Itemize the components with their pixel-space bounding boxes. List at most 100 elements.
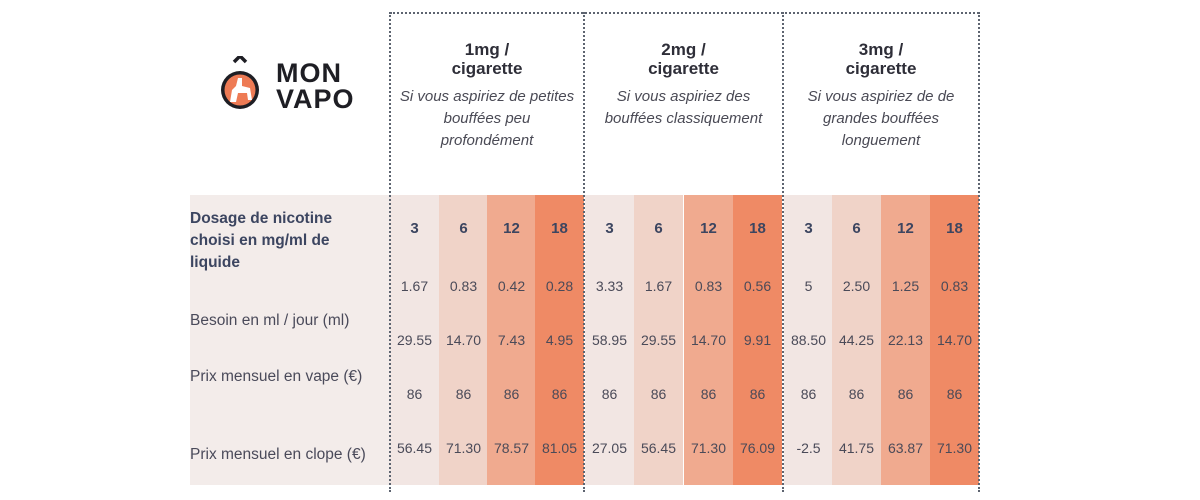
cell-clope-price: 56.45 bbox=[640, 440, 677, 456]
value-column bbox=[832, 195, 881, 485]
cell-dosage: 18 bbox=[551, 220, 568, 237]
cell-dosage: 6 bbox=[654, 220, 663, 237]
cell-besoin-value: 14.70 bbox=[936, 332, 973, 348]
cell-dosage: 6 bbox=[852, 220, 861, 237]
cell-dosage: 6 bbox=[459, 220, 468, 237]
cell-vape-price: 86 bbox=[749, 386, 766, 402]
cell-vape-price: 86 bbox=[455, 386, 472, 402]
cell-clope-price: 81.05 bbox=[541, 440, 578, 456]
cell-vape-price: 86 bbox=[503, 386, 520, 402]
cell-nicotine-value: 3.33 bbox=[595, 278, 624, 294]
group-divider bbox=[389, 12, 391, 492]
cell-clope-price: 71.30 bbox=[445, 440, 482, 456]
cell-besoin-value: 14.70 bbox=[445, 332, 482, 348]
cell-vape-price: 86 bbox=[848, 386, 865, 402]
cell-vape-price: 86 bbox=[700, 386, 717, 402]
row-label-vape: Prix mensuel en vape (€) bbox=[190, 368, 363, 385]
cell-vape-price: 86 bbox=[406, 386, 423, 402]
group-header-1mg: 1mg / cigarette Si vous aspiriez de peti… bbox=[390, 12, 584, 195]
group-header-3mg: 3mg / cigarette Si vous aspiriez de de g… bbox=[783, 12, 979, 195]
cell-dosage: 18 bbox=[749, 220, 766, 237]
cell-vape-price: 86 bbox=[650, 386, 667, 402]
cell-nicotine-value: 1.67 bbox=[400, 278, 429, 294]
group-header-2mg: 2mg / cigarette Si vous aspiriez des bou… bbox=[584, 12, 783, 195]
cell-clope-price: 71.30 bbox=[690, 440, 727, 456]
group-divider bbox=[782, 12, 784, 492]
cell-dosage: 12 bbox=[897, 220, 914, 237]
cell-nicotine-value: 1.67 bbox=[644, 278, 673, 294]
value-column bbox=[585, 195, 634, 485]
cell-besoin-value: 58.95 bbox=[591, 332, 628, 348]
group-title: 3mg / cigarette bbox=[783, 40, 979, 78]
value-column bbox=[684, 195, 733, 485]
cell-besoin-value: 29.55 bbox=[640, 332, 677, 348]
group-top-border bbox=[390, 12, 979, 14]
cell-nicotine-value: 1.25 bbox=[891, 278, 920, 294]
cell-clope-price: -2.5 bbox=[796, 440, 821, 456]
logo-text-line1: MON bbox=[276, 58, 342, 88]
cell-clope-price: 76.09 bbox=[739, 440, 776, 456]
group-divider bbox=[583, 12, 585, 492]
cell-vape-price: 86 bbox=[897, 386, 914, 402]
value-column bbox=[487, 195, 536, 485]
cell-besoin-value: 29.55 bbox=[396, 332, 433, 348]
group-title: 1mg / cigarette bbox=[390, 40, 584, 78]
group-title-line2: cigarette bbox=[845, 59, 917, 78]
group-title: 2mg / cigarette bbox=[584, 40, 783, 78]
group-title-line1: 1mg / bbox=[464, 40, 510, 59]
cell-nicotine-value: 0.83 bbox=[940, 278, 969, 294]
cell-nicotine-value: 0.42 bbox=[497, 278, 526, 294]
label-column-background bbox=[190, 195, 390, 485]
cell-clope-price: 41.75 bbox=[838, 440, 875, 456]
cell-nicotine-value: 5 bbox=[804, 278, 813, 294]
group-title-line2: cigarette bbox=[648, 59, 719, 78]
cell-vape-price: 86 bbox=[800, 386, 817, 402]
group-description: Si vous aspiriez des bouffées classiquem… bbox=[604, 88, 763, 127]
value-column bbox=[634, 195, 683, 485]
cell-nicotine-value: 0.83 bbox=[694, 278, 723, 294]
value-column bbox=[930, 195, 979, 485]
cell-besoin-value: 88.50 bbox=[790, 332, 827, 348]
llama-logo-icon bbox=[221, 56, 259, 109]
cell-besoin-value: 4.95 bbox=[545, 332, 574, 348]
cell-vape-price: 86 bbox=[601, 386, 618, 402]
value-column bbox=[535, 195, 584, 485]
logo-text-line2: VAPO bbox=[276, 84, 355, 114]
cell-dosage: 12 bbox=[700, 220, 717, 237]
cell-nicotine-value: 0.56 bbox=[743, 278, 772, 294]
cell-besoin-value: 44.25 bbox=[838, 332, 875, 348]
row-label-dosage: Dosage de nicotine choisi en mg/ml de li… bbox=[190, 210, 333, 271]
row-label-besoin: Besoin en ml / jour (ml) bbox=[190, 312, 350, 329]
cell-vape-price: 86 bbox=[946, 386, 963, 402]
cell-besoin-value: 22.13 bbox=[887, 332, 924, 348]
cell-nicotine-value: 0.28 bbox=[545, 278, 574, 294]
cell-clope-price: 27.05 bbox=[591, 440, 628, 456]
value-column bbox=[733, 195, 782, 485]
group-description: Si vous aspiriez de petites bouffées peu… bbox=[399, 88, 575, 149]
cell-vape-price: 86 bbox=[551, 386, 568, 402]
cell-clope-price: 63.87 bbox=[887, 440, 924, 456]
value-column bbox=[784, 195, 833, 485]
group-title-line2: cigarette bbox=[451, 59, 523, 78]
cell-clope-price: 71.30 bbox=[936, 440, 973, 456]
cell-dosage: 3 bbox=[804, 220, 813, 237]
row-label-clope: Prix mensuel en clope (€) bbox=[190, 446, 366, 463]
value-column bbox=[439, 195, 488, 485]
cell-besoin-value: 14.70 bbox=[690, 332, 727, 348]
brand-logo: MON VAPO bbox=[220, 48, 365, 118]
cell-dosage: 12 bbox=[503, 220, 520, 237]
cell-dosage: 3 bbox=[605, 220, 614, 237]
cell-nicotine-value: 0.83 bbox=[449, 278, 478, 294]
group-title-line1: 3mg / bbox=[858, 40, 904, 59]
cell-besoin-value: 9.91 bbox=[743, 332, 772, 348]
cell-clope-price: 78.57 bbox=[493, 440, 530, 456]
group-divider bbox=[978, 12, 980, 492]
cell-besoin-value: 7.43 bbox=[497, 332, 526, 348]
value-column bbox=[390, 195, 439, 485]
cell-nicotine-value: 2.50 bbox=[842, 278, 871, 294]
cell-clope-price: 56.45 bbox=[396, 440, 433, 456]
value-column bbox=[881, 195, 930, 485]
group-title-line1: 2mg / bbox=[661, 40, 706, 59]
group-description: Si vous aspiriez de de grandes bouffées … bbox=[807, 88, 955, 149]
cell-dosage: 3 bbox=[410, 220, 419, 237]
